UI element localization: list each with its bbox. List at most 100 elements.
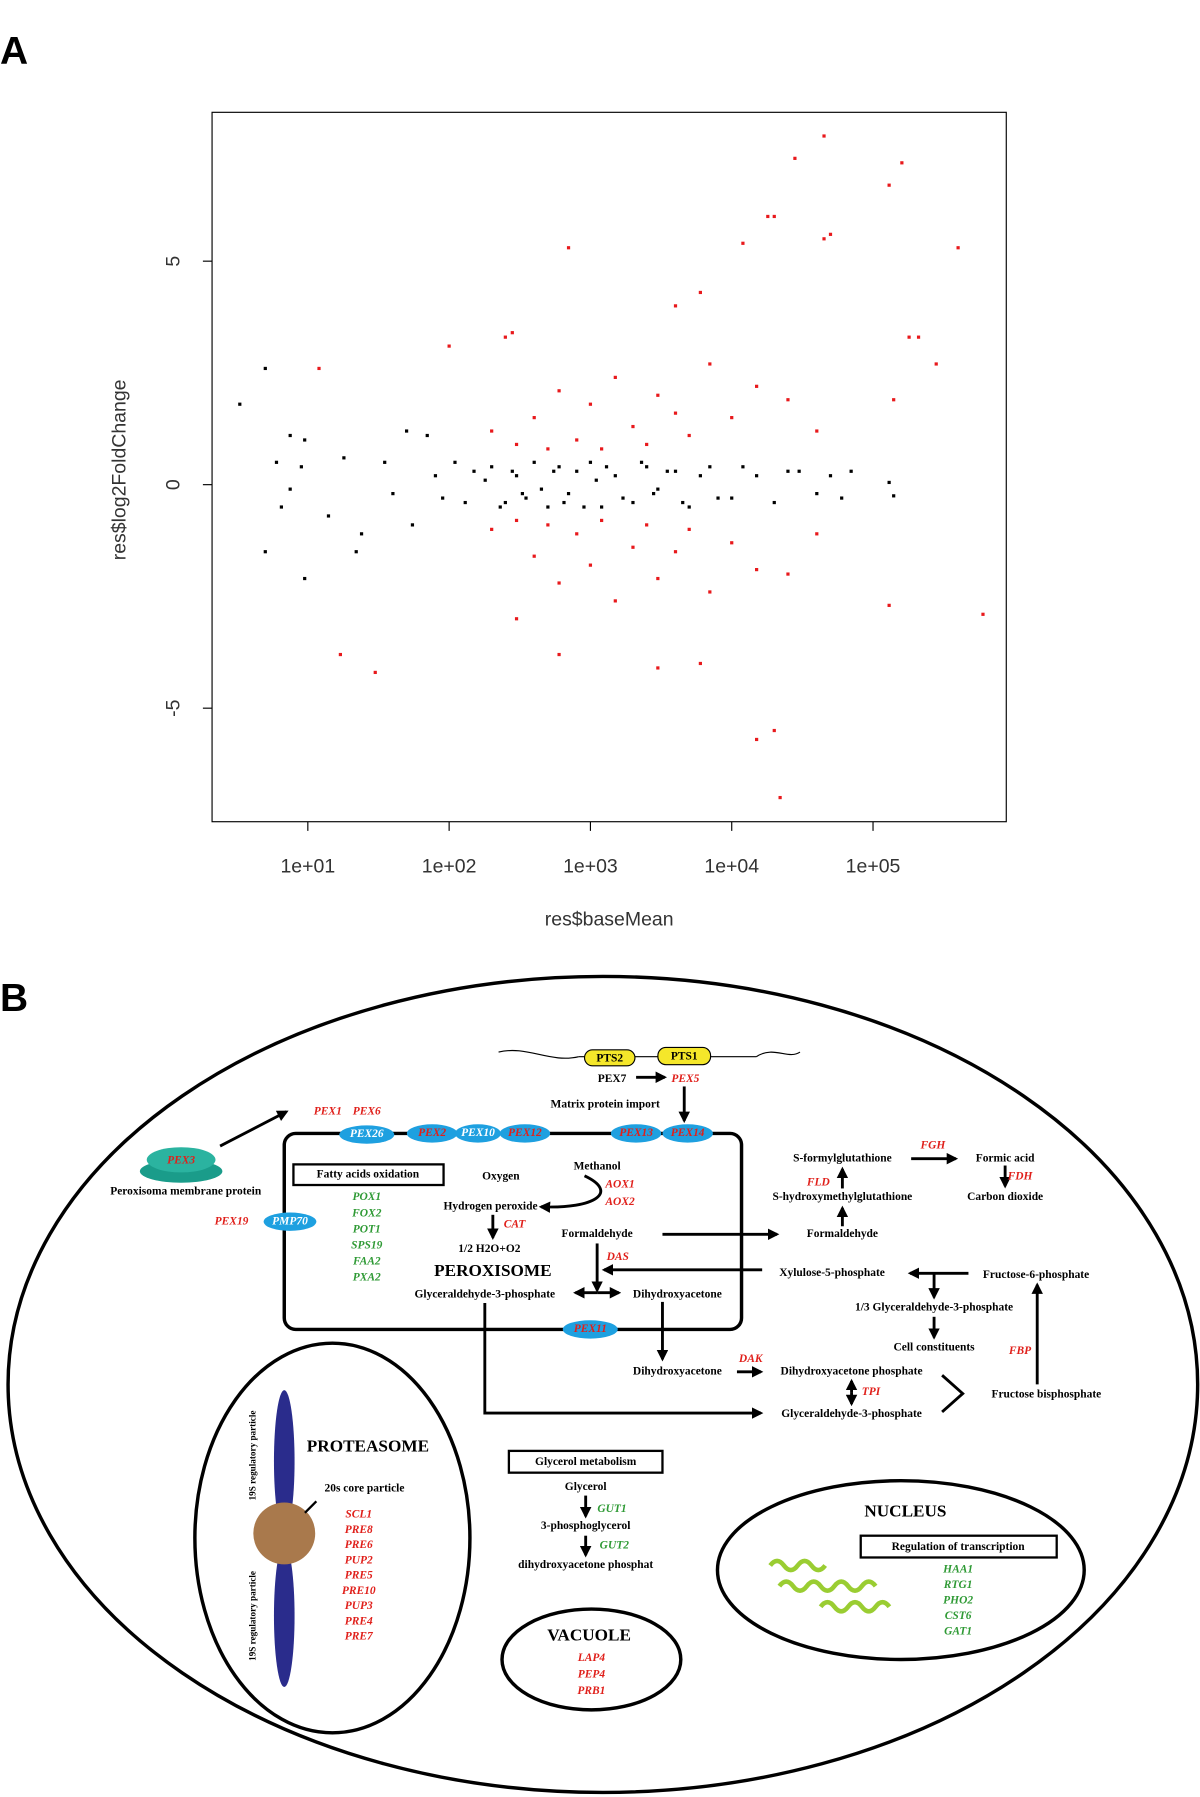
diagram-label: 1/3 Glyceraldehyde-3-phosphate xyxy=(855,1301,1013,1313)
point xyxy=(631,424,635,429)
point xyxy=(687,433,691,438)
gene-label: PRE7 xyxy=(345,1631,374,1643)
point xyxy=(613,474,617,478)
label-box xyxy=(859,1534,1058,1559)
point xyxy=(934,362,938,366)
point xyxy=(447,344,451,348)
gene-label: PRE4 xyxy=(345,1615,373,1627)
cell xyxy=(6,974,1200,1795)
point xyxy=(613,375,617,379)
nucleus xyxy=(715,1478,1086,1662)
point xyxy=(673,304,678,308)
point xyxy=(472,469,476,473)
point xyxy=(588,563,593,567)
point xyxy=(716,496,720,500)
point xyxy=(708,362,712,366)
point xyxy=(433,474,438,478)
diagram-label: Fructose-6-phosphate xyxy=(983,1269,1089,1281)
diagram-label: Regulation of transcription xyxy=(892,1541,1026,1553)
regulatory-particle xyxy=(273,1390,295,1533)
diagram-label: Methanol xyxy=(574,1160,621,1172)
gene-label: PUP2 xyxy=(345,1554,373,1566)
x-tick-label: 1e+01 xyxy=(280,856,335,878)
point xyxy=(562,500,566,505)
point xyxy=(575,438,579,442)
point xyxy=(588,402,593,406)
diagram-label: DAK xyxy=(738,1353,764,1365)
point xyxy=(828,474,833,478)
diagram-label: PEX11 xyxy=(574,1323,607,1335)
point xyxy=(503,500,507,505)
pathway-diagram: PTS2 PTS1 PEX7 PEX5 Matrix protein import PEX… xyxy=(6,974,1200,1795)
point xyxy=(326,514,331,518)
point xyxy=(631,545,635,549)
point xyxy=(892,398,896,402)
merge xyxy=(941,1374,965,1413)
point xyxy=(887,480,891,485)
point xyxy=(981,612,985,616)
plot-frame xyxy=(211,111,1007,823)
diagram-label: Dihydroxyacetone phosphate xyxy=(781,1365,923,1377)
gene-label: LAP4 xyxy=(577,1652,606,1664)
point xyxy=(514,518,519,523)
diagram-label: AOX2 xyxy=(604,1196,635,1208)
point xyxy=(546,505,550,509)
diagram-label: PTS1 xyxy=(671,1050,698,1062)
gene-label: SCL1 xyxy=(345,1509,372,1521)
gene-label: PUP3 xyxy=(345,1600,373,1612)
diagram-label: S-formylglutathione xyxy=(793,1152,892,1164)
diagram-label: Matrix protein import xyxy=(551,1098,660,1110)
gene-label: PRB1 xyxy=(577,1685,605,1697)
core-particle xyxy=(253,1502,316,1565)
diagram-label: S-hydroxymethylglutathione xyxy=(772,1191,912,1203)
diagram-label: Oxygen xyxy=(482,1171,520,1183)
diagram-label: FDH xyxy=(1007,1171,1034,1183)
point xyxy=(490,429,494,433)
diagram-label: PEX13 xyxy=(619,1127,653,1139)
point xyxy=(786,572,790,576)
point xyxy=(687,527,691,531)
point xyxy=(645,442,649,447)
point xyxy=(698,661,702,666)
point xyxy=(741,241,745,245)
gene-label: GAT1 xyxy=(944,1626,972,1638)
point xyxy=(840,496,844,500)
point xyxy=(514,617,519,621)
point xyxy=(604,465,609,469)
diagram-label: 1/2 H2O+O2 xyxy=(458,1243,520,1255)
x-tick-label: 1e+04 xyxy=(704,856,759,878)
gene-label: POX1 xyxy=(352,1191,381,1203)
point xyxy=(288,433,292,438)
gene-label: HAA1 xyxy=(942,1564,973,1576)
arrows xyxy=(219,1071,1043,1558)
point xyxy=(425,433,429,438)
gene-label: PRE10 xyxy=(342,1585,376,1597)
diagram-label: Glyceraldehyde-3-phosphate xyxy=(781,1408,922,1420)
label-box xyxy=(292,1163,445,1187)
diagram-label: PEX10 xyxy=(461,1127,495,1139)
gene-label: PRE8 xyxy=(345,1524,373,1536)
point xyxy=(279,505,284,509)
diagram-label: PTS2 xyxy=(596,1053,623,1065)
point xyxy=(524,496,528,500)
point xyxy=(359,532,364,536)
point xyxy=(665,469,669,473)
diagram-label: 20s core particle xyxy=(325,1482,405,1494)
point xyxy=(755,384,759,388)
gene-label: PHO2 xyxy=(943,1595,973,1607)
diagram-label: GUT2 xyxy=(600,1540,630,1552)
diagram-label: 3-phosphoglycerol xyxy=(541,1520,631,1532)
point xyxy=(546,447,550,451)
point xyxy=(741,465,745,469)
proteasome-compartment xyxy=(193,1341,472,1735)
diagram-label: PROTEASOME xyxy=(307,1436,429,1455)
diagram-label: Formaldehyde xyxy=(807,1228,878,1240)
point xyxy=(483,478,487,482)
point xyxy=(490,527,494,531)
point xyxy=(621,496,625,500)
diagram-label: PEX2 xyxy=(418,1127,446,1139)
point xyxy=(520,492,525,496)
point xyxy=(317,366,321,371)
point xyxy=(263,550,267,554)
point xyxy=(463,500,467,505)
